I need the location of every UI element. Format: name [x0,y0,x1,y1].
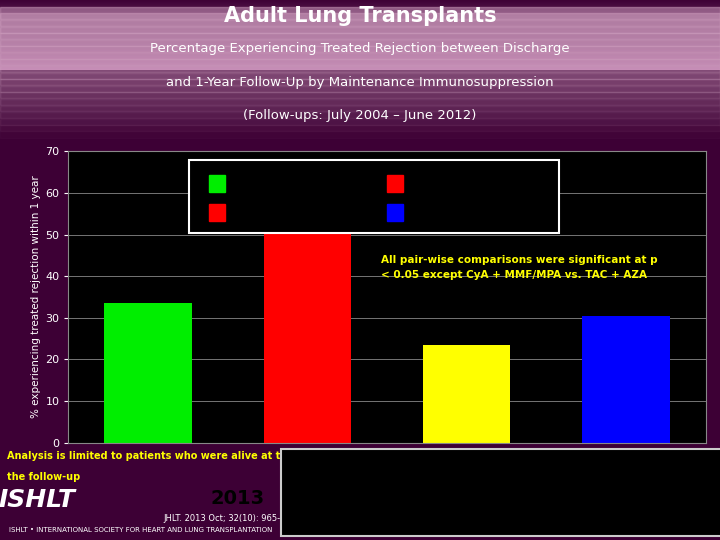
Bar [209,174,225,192]
Bar [0,59,720,72]
Bar [0,46,720,59]
Bar [423,345,510,443]
Y-axis label: % experiencing treated rejection within 1 year: % experiencing treated rejection within … [31,176,41,418]
Bar [0,119,720,131]
Bar [0,92,720,105]
Text: All pair-wise comparisons were significant at p
< 0.05 except CyA + MMF/MPA vs. : All pair-wise comparisons were significa… [381,255,657,280]
Bar [0,53,720,65]
Text: Treated rejection = Recipient was reported to (1) have
at least one acute reject: Treated rejection = Recipient was report… [302,455,569,507]
Bar [0,73,720,85]
Bar [0,20,720,32]
Text: 2013: 2013 [210,489,265,508]
Text: (Follow-ups: July 2004 – June 2012): (Follow-ups: July 2004 – June 2012) [243,109,477,122]
Bar [387,204,403,221]
Text: JHLT. 2013 Oct; 32(10): 965-978: JHLT. 2013 Oct; 32(10): 965-978 [164,514,297,523]
Bar [0,79,720,92]
Bar [104,303,192,443]
Bar [0,66,720,78]
Text: ISHLT: ISHLT [0,488,75,511]
Bar [0,26,720,39]
Bar [582,316,670,443]
Bar [0,105,720,118]
Text: Percentage Experiencing Treated Rejection between Discharge: Percentage Experiencing Treated Rejectio… [150,42,570,55]
FancyBboxPatch shape [189,160,559,233]
Bar [264,203,351,443]
Bar [0,99,720,111]
Text: Analysis is limited to patients who were alive at the time of: Analysis is limited to patients who were… [7,450,336,461]
Bar [0,40,720,52]
Text: and 1-Year Follow-Up by Maintenance Immunosuppression: and 1-Year Follow-Up by Maintenance Immu… [166,76,554,89]
Bar [0,7,720,19]
Bar [387,174,403,192]
Bar [0,132,720,144]
Bar [0,86,720,98]
Text: ISHLT • INTERNATIONAL SOCIETY FOR HEART AND LUNG TRANSPLANTATION: ISHLT • INTERNATIONAL SOCIETY FOR HEART … [9,526,272,533]
Text: Adult Lung Transplants: Adult Lung Transplants [224,6,496,26]
Bar [0,33,720,46]
Bar [0,125,720,138]
Text: the follow-up: the follow-up [7,472,81,482]
FancyBboxPatch shape [281,449,720,536]
Bar [0,112,720,125]
Bar [0,14,720,26]
Bar [209,204,225,221]
